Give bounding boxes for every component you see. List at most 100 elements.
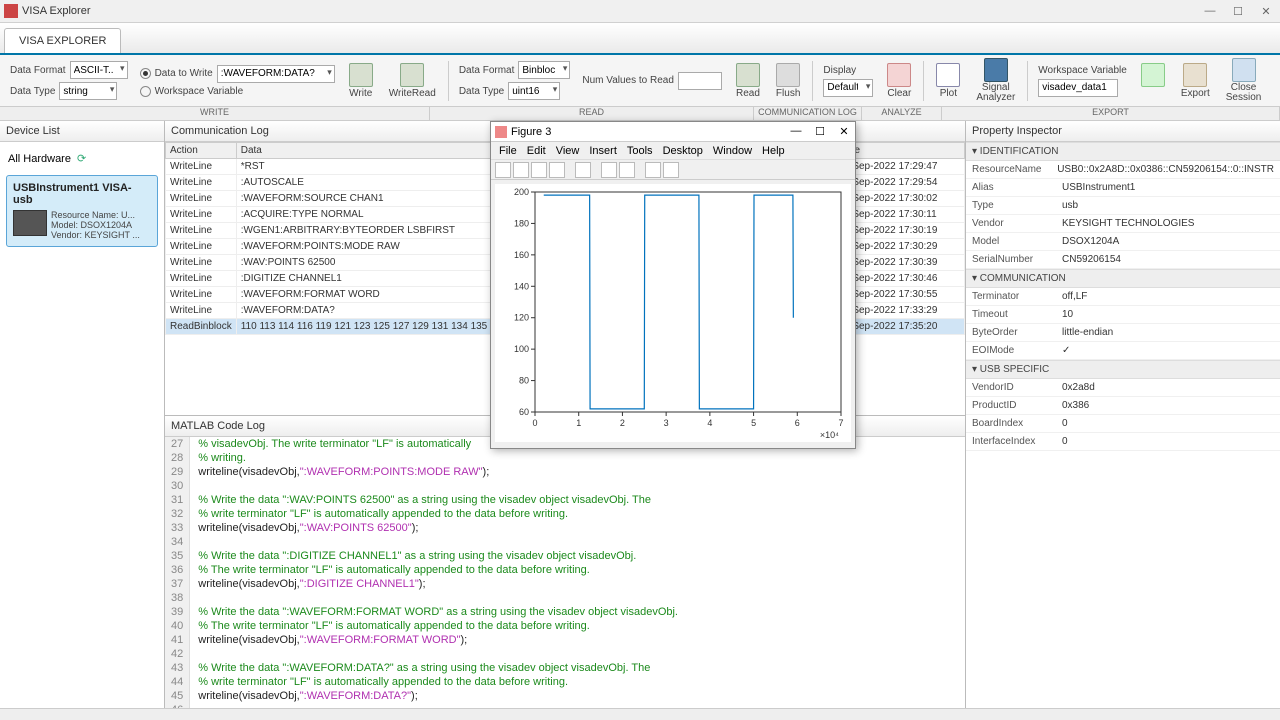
svg-text:140: 140 [514,281,529,291]
prop-row[interactable]: Terminatoroff,LF [966,288,1280,306]
svg-text:100: 100 [514,344,529,354]
refresh-icon[interactable]: ⟳ [77,152,86,165]
clear-button[interactable]: Clear [881,61,917,101]
svg-text:80: 80 [519,376,529,386]
prop-section[interactable]: ▾ COMMUNICATION [966,269,1280,288]
edit-plot-icon[interactable] [645,162,661,178]
app-icon [4,4,18,18]
prop-row[interactable]: Timeout10 [966,306,1280,324]
insert-legend-icon[interactable] [619,162,635,178]
save-icon[interactable] [531,162,547,178]
prop-section[interactable]: ▾ IDENTIFICATION [966,142,1280,161]
data-to-write-label: Data to Write [155,68,213,79]
window-title: VISA Explorer [22,5,1200,17]
prop-row[interactable]: ModelDSOX1204A [966,233,1280,251]
figure-menu-insert[interactable]: Insert [585,145,621,157]
tab-visa-explorer[interactable]: VISA EXPLORER [4,28,121,53]
open-property-icon[interactable] [663,162,679,178]
confirm-button[interactable] [1135,61,1171,101]
data-to-write-radio[interactable] [140,68,151,79]
print-icon[interactable] [549,162,565,178]
toolbar-section-labels: WRITE READ COMMUNICATION LOG ANALYZE EXP… [0,107,1280,121]
svg-text:0: 0 [532,418,537,428]
minimize-button[interactable]: — [1200,5,1220,18]
read-data-type-select[interactable]: uint16 [508,82,560,100]
figure-menubar[interactable]: FileEditViewInsertToolsDesktopWindowHelp [491,142,855,160]
link-icon[interactable] [575,162,591,178]
figure-menu-help[interactable]: Help [758,145,789,157]
figure-menu-window[interactable]: Window [709,145,756,157]
new-figure-icon[interactable] [495,162,511,178]
figure-menu-view[interactable]: View [552,145,584,157]
prop-row[interactable]: AliasUSBInstrument1 [966,179,1280,197]
svg-text:4: 4 [707,418,712,428]
figure-menu-tools[interactable]: Tools [623,145,657,157]
write-button[interactable]: Write [343,61,379,101]
read-button[interactable]: Read [730,61,766,101]
write-data-type-select[interactable]: string [59,82,117,100]
svg-text:1: 1 [576,418,581,428]
close-button[interactable]: ✕ [1256,5,1276,18]
prop-row[interactable]: SerialNumberCN59206154 [966,251,1280,269]
figure-close-button[interactable]: ✕ [837,125,851,138]
device-thumb-icon [13,210,47,236]
prop-row[interactable]: ByteOrderlittle-endian [966,324,1280,342]
export-button[interactable]: Export [1175,61,1216,101]
open-icon[interactable] [513,162,529,178]
prop-row[interactable]: InterfaceIndex0 [966,433,1280,451]
figure-minimize-button[interactable]: — [789,125,803,138]
figure-title: Figure 3 [511,126,789,138]
figure-window[interactable]: Figure 3 — ☐ ✕ FileEditViewInsertToolsDe… [490,121,856,449]
all-hardware-row[interactable]: All Hardware ⟳ [6,148,158,169]
data-to-write-input[interactable] [217,65,335,83]
svg-text:6: 6 [795,418,800,428]
device-card[interactable]: USBInstrument1 VISA-usb Resource Name: U… [6,175,158,247]
svg-text:200: 200 [514,187,529,197]
flush-button[interactable]: Flush [770,61,806,101]
figure-maximize-button[interactable]: ☐ [813,125,827,138]
prop-row[interactable]: ProductID0x386 [966,397,1280,415]
svg-text:3: 3 [664,418,669,428]
property-inspector-title: Property Inspector [966,121,1280,142]
signal-analyzer-button[interactable]: Signal Analyzer [970,56,1021,105]
close-session-button[interactable]: Close Session [1220,56,1268,105]
prop-row[interactable]: VendorKEYSIGHT TECHNOLOGIES [966,215,1280,233]
figure-toolbar[interactable] [491,160,855,180]
read-data-format-select[interactable]: Binblock [518,61,570,79]
svg-text:60: 60 [519,407,529,417]
prop-row[interactable]: EOIMode✓ [966,342,1280,360]
prop-row[interactable]: Typeusb [966,197,1280,215]
prop-row[interactable]: VendorID0x2a8d [966,379,1280,397]
export-workspace-var-input[interactable] [1038,79,1118,97]
svg-text:120: 120 [514,313,529,323]
code-editor[interactable]: % visadevObj. The write terminator "LF" … [190,437,686,708]
figure-menu-edit[interactable]: Edit [523,145,550,157]
svg-text:×10⁴: ×10⁴ [820,430,839,440]
plot-button[interactable]: Plot [930,61,966,101]
write-workspace-var-label: Workspace Variable [155,86,244,97]
read-data-format-label: Data Format [459,65,515,76]
export-workspace-var-label: Workspace Variable [1038,65,1127,76]
insert-colorbar-icon[interactable] [601,162,617,178]
figure-icon [495,126,507,138]
writeread-button[interactable]: WriteRead [383,61,442,101]
display-select[interactable]: Default [823,79,873,97]
figure-axes[interactable]: 608010012014016018020001234567×10⁴ [495,184,851,442]
maximize-button[interactable]: ☐ [1228,5,1248,18]
figure-menu-file[interactable]: File [495,145,521,157]
prop-row[interactable]: ResourceNameUSB0::0x2A8D::0x0386::CN5920… [966,161,1280,179]
workspace-var-radio[interactable] [140,86,151,97]
prop-section[interactable]: ▾ USB SPECIFIC [966,360,1280,379]
write-data-format-label: Data Format [10,65,66,76]
prop-row[interactable]: BoardIndex0 [966,415,1280,433]
svg-text:7: 7 [838,418,843,428]
window-titlebar: VISA Explorer — ☐ ✕ [0,0,1280,23]
code-gutter: 2728293031323334353637383940414243444546… [165,437,190,708]
write-data-format-select[interactable]: ASCII-T... [70,61,128,79]
svg-text:5: 5 [751,418,756,428]
num-values-input[interactable] [678,72,722,90]
toolbar: Data Format ASCII-T... Data Type string … [0,55,1280,107]
figure-menu-desktop[interactable]: Desktop [659,145,707,157]
statusbar [0,708,1280,720]
svg-text:160: 160 [514,250,529,260]
